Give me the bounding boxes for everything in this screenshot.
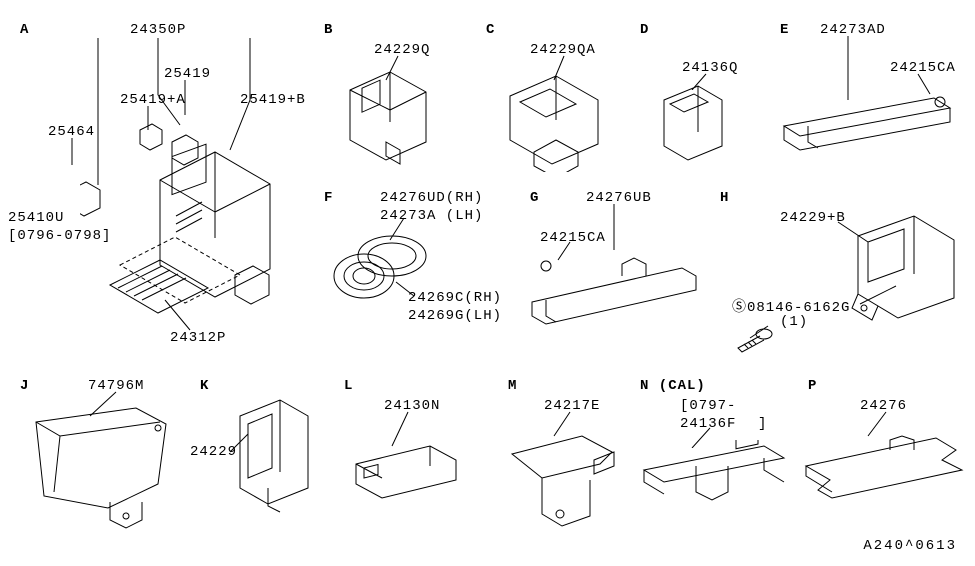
part-connector-l	[348, 440, 468, 500]
section-letter-m: M	[508, 378, 517, 394]
leader-e	[780, 22, 970, 102]
part-junction-block	[80, 120, 300, 340]
part-grommet-f	[324, 228, 444, 318]
section-letter-n: N (CAL)	[640, 378, 706, 394]
section-letter-c: C	[486, 22, 495, 38]
section-letter-d: D	[640, 22, 649, 38]
part-cover-j	[18, 404, 188, 534]
part-screw-h	[730, 326, 780, 356]
part-bracket-k	[232, 398, 322, 518]
part-protector-e	[778, 92, 968, 162]
part-bracket-c	[500, 72, 610, 172]
section-letter-p: P	[808, 378, 817, 394]
part-bracket-h	[850, 212, 970, 332]
part-protector-p	[800, 430, 970, 500]
section-letter-l: L	[344, 378, 353, 394]
part-bracket-m	[502, 430, 632, 530]
part-protector-g	[522, 252, 712, 332]
part-bracket-d	[656, 84, 736, 164]
drawing-code: A240^0613	[863, 538, 957, 554]
section-letter-b: B	[324, 22, 333, 38]
part-bracket-n	[636, 440, 796, 510]
part-bracket-b	[340, 70, 440, 170]
